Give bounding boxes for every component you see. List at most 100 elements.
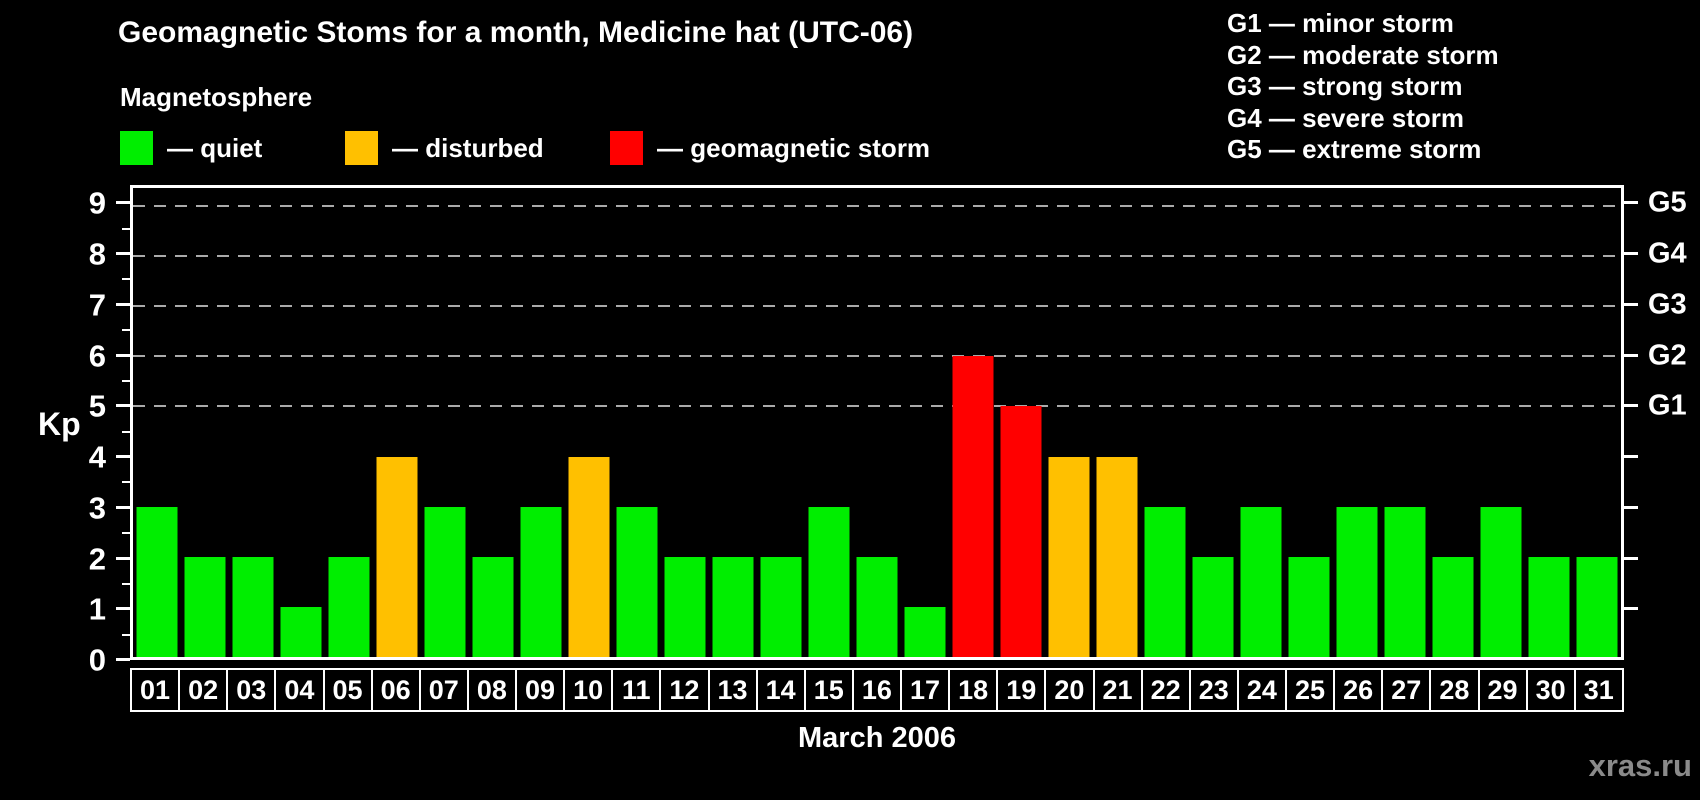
- day-label-29: 29: [1477, 668, 1528, 712]
- bar-day-01: [136, 506, 178, 657]
- legend-heading: Magnetosphere: [120, 82, 313, 112]
- day-label-28: 28: [1429, 668, 1480, 712]
- day-label-04: 04: [274, 668, 325, 712]
- legend-label: — disturbed: [392, 132, 544, 163]
- ytick-label-2: 2: [88, 541, 106, 577]
- left-tick-5: [116, 404, 130, 408]
- quiet-swatch-icon: [120, 131, 153, 165]
- g-scale-line: G3 — strong storm: [1227, 71, 1463, 101]
- day-label-01: 01: [130, 668, 181, 712]
- g-scale-legend: G1 — minor storm G2 — moderate storm G3 — …: [1227, 8, 1499, 166]
- chart-title: Geomagnetic Stoms for a month, Medicine …: [118, 16, 914, 49]
- bar-day-10: [568, 456, 610, 657]
- bar-day-26: [1336, 506, 1378, 657]
- gridline-kp7: [133, 305, 1621, 308]
- g-label-G4: G4: [1648, 237, 1687, 270]
- g-scale-line: G2 — moderate storm: [1227, 39, 1499, 70]
- right-tick-7: [1624, 302, 1638, 306]
- gridline-kp5: [133, 405, 1621, 408]
- right-tick-8: [1624, 252, 1638, 256]
- left-minor-tick: [122, 278, 130, 281]
- day-label-10: 10: [563, 668, 614, 712]
- g-label-G1: G1: [1648, 389, 1687, 422]
- bar-day-06: [376, 456, 418, 657]
- right-axis: G1 G2 G3 G4 G5: [1624, 185, 1700, 660]
- day-label-08: 08: [466, 668, 517, 712]
- gridline-kp9: [133, 205, 1621, 208]
- g-label-G2: G2: [1648, 339, 1687, 372]
- bar-day-08: [472, 556, 514, 657]
- day-label-18: 18: [948, 668, 999, 712]
- day-label-02: 02: [178, 668, 229, 712]
- bar-day-18: [952, 356, 994, 657]
- gridline-kp8: [133, 255, 1621, 258]
- left-tick-2: [116, 556, 130, 560]
- bar-day-12: [664, 556, 706, 657]
- left-minor-tick: [122, 329, 130, 332]
- bar-day-02: [184, 556, 226, 657]
- ytick-label-5: 5: [88, 388, 106, 424]
- bar-day-13: [712, 556, 754, 657]
- bar-day-16: [856, 556, 898, 657]
- left-tick-4: [116, 455, 130, 459]
- ytick-label-9: 9: [88, 185, 106, 221]
- ytick-label-3: 3: [88, 490, 106, 526]
- day-label-09: 09: [515, 668, 566, 712]
- day-label-17: 17: [900, 668, 951, 712]
- bar-day-17: [904, 606, 946, 657]
- g-scale-line: G1 — minor storm: [1227, 8, 1454, 38]
- bar-day-11: [616, 506, 658, 657]
- day-label-12: 12: [659, 668, 710, 712]
- day-label-03: 03: [226, 668, 277, 712]
- g-scale-line: G5 — extreme storm: [1227, 134, 1482, 164]
- day-label-21: 21: [1092, 668, 1143, 712]
- bar-day-19: [1000, 406, 1042, 657]
- day-label-13: 13: [707, 668, 758, 712]
- x-axis-label: March 2006: [798, 722, 956, 754]
- bar-day-15: [808, 506, 850, 657]
- g-label-G3: G3: [1648, 288, 1687, 321]
- day-label-11: 11: [611, 668, 662, 712]
- left-minor-tick: [122, 430, 130, 433]
- bar-day-03: [232, 556, 274, 657]
- plot-area: [130, 185, 1624, 660]
- g-scale-line: G4 — severe storm: [1227, 102, 1465, 133]
- day-axis: 01 02 03 04 05 06 07 08 09 10 11 12 13 14 15 16 17 18 19 20…: [130, 668, 1624, 712]
- day-label-16: 16: [851, 668, 902, 712]
- legend-row: — quiet — disturbed — geomagnetic storm: [120, 128, 930, 168]
- left-tick-9: [116, 201, 130, 205]
- bar-day-21: [1096, 456, 1138, 657]
- legend-item-quiet: — quiet: [120, 131, 345, 165]
- left-tick-8: [116, 252, 130, 256]
- bar-day-28: [1432, 556, 1474, 657]
- ytick-label-7: 7: [88, 287, 106, 323]
- left-minor-tick: [122, 379, 130, 382]
- bar-day-29: [1480, 506, 1522, 657]
- legend-label: — geomagnetic storm: [657, 132, 931, 163]
- right-tick-9: [1624, 201, 1638, 205]
- storm-swatch-icon: [610, 131, 643, 165]
- bar-day-20: [1048, 456, 1090, 657]
- ytick-label-0: 0: [88, 642, 106, 678]
- y-axis-label: Kp: [38, 406, 81, 442]
- disturbed-swatch-icon: [345, 131, 378, 165]
- left-minor-tick: [122, 532, 130, 535]
- bar-day-27: [1384, 506, 1426, 657]
- day-label-26: 26: [1333, 668, 1384, 712]
- day-label-31: 31: [1573, 668, 1624, 712]
- bar-day-05: [328, 556, 370, 657]
- right-tick-2: [1624, 556, 1638, 560]
- bar-day-25: [1288, 556, 1330, 657]
- legend-item-storm: — geomagnetic storm: [610, 131, 930, 165]
- legend-label: — quiet: [167, 132, 263, 163]
- bar-day-23: [1192, 556, 1234, 657]
- day-label-07: 07: [418, 668, 469, 712]
- left-tick-0: [116, 658, 130, 661]
- right-tick-6: [1624, 353, 1638, 357]
- left-minor-tick: [122, 633, 130, 636]
- gridline-kp6: [133, 355, 1621, 358]
- day-label-06: 06: [370, 668, 421, 712]
- bar-day-09: [520, 506, 562, 657]
- day-label-27: 27: [1381, 668, 1432, 712]
